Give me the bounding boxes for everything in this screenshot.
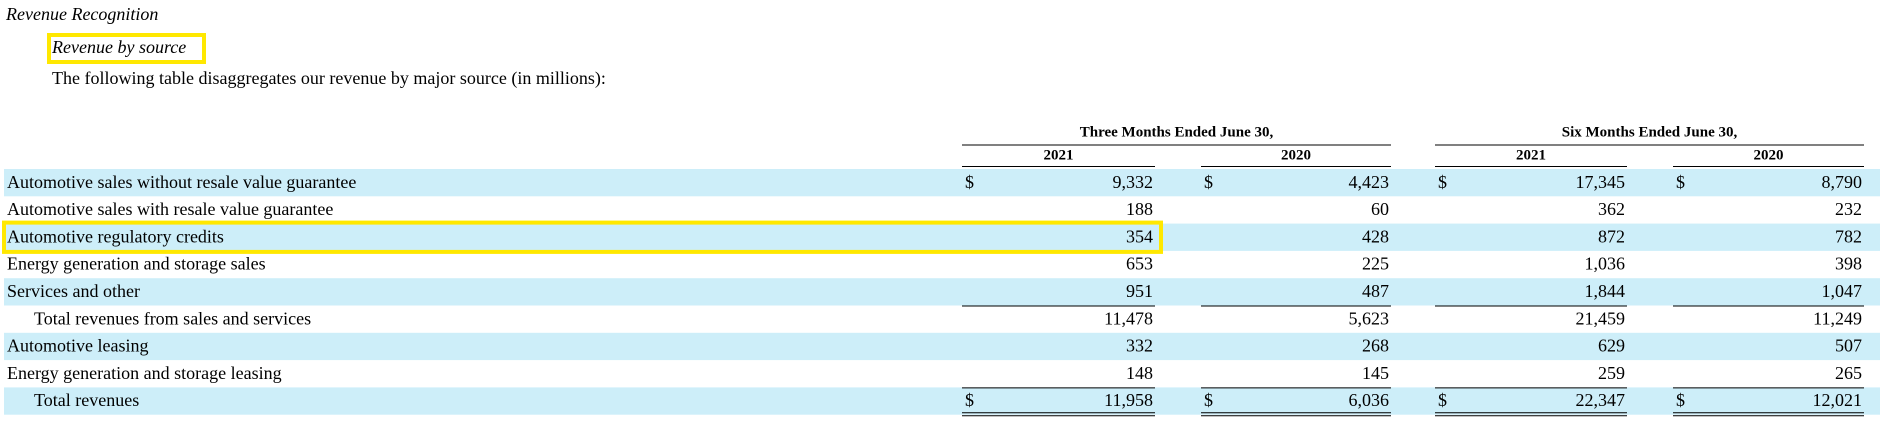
currency-symbol: $ bbox=[1438, 390, 1447, 410]
cell-value: 12,021 bbox=[1813, 390, 1863, 410]
cell-value: 9,332 bbox=[1113, 172, 1154, 192]
cell-value: 11,478 bbox=[1104, 308, 1153, 328]
row-label: Automotive sales with resale value guara… bbox=[7, 199, 333, 219]
description: The following table disaggregates our re… bbox=[52, 68, 606, 89]
cell-value: 6,036 bbox=[1349, 390, 1390, 410]
group-header: Three Months Ended June 30, bbox=[1080, 124, 1274, 140]
cell-value: 1,844 bbox=[1585, 281, 1626, 301]
cell-value: 1,036 bbox=[1585, 254, 1626, 274]
row-label: Energy generation and storage sales bbox=[7, 254, 266, 274]
group-header: Six Months Ended June 30, bbox=[1562, 124, 1738, 140]
cell-value: 225 bbox=[1362, 254, 1389, 274]
cell-value: 4,423 bbox=[1349, 172, 1390, 192]
cell-value: 265 bbox=[1835, 363, 1862, 383]
year-header: 2020 bbox=[1754, 147, 1784, 163]
cell-value: 11,249 bbox=[1813, 308, 1862, 328]
row-background bbox=[4, 387, 1880, 415]
cell-value: 148 bbox=[1126, 363, 1153, 383]
cell-value: 22,347 bbox=[1576, 390, 1626, 410]
currency-symbol: $ bbox=[1676, 390, 1685, 410]
currency-symbol: $ bbox=[1204, 172, 1213, 192]
highlight-box bbox=[47, 33, 206, 64]
cell-value: 354 bbox=[1126, 226, 1153, 246]
cell-value: 487 bbox=[1362, 281, 1389, 301]
row-background bbox=[4, 223, 1880, 251]
row-background bbox=[4, 332, 1880, 361]
year-header: 2021 bbox=[1044, 147, 1074, 163]
cell-value: 8,790 bbox=[1822, 172, 1863, 192]
highlight-box bbox=[2, 220, 1163, 254]
cell-value: 145 bbox=[1362, 363, 1389, 383]
year-header: 2021 bbox=[1516, 147, 1546, 163]
cell-value: 17,345 bbox=[1576, 172, 1626, 192]
cell-value: 1,047 bbox=[1822, 281, 1863, 301]
cell-value: 951 bbox=[1126, 281, 1153, 301]
row-label: Services and other bbox=[7, 281, 140, 301]
cell-value: 60 bbox=[1371, 199, 1389, 219]
row-label: Total revenues from sales and services bbox=[34, 308, 311, 328]
cell-value: 398 bbox=[1835, 254, 1862, 274]
cell-value: 332 bbox=[1126, 336, 1153, 356]
year-header: 2020 bbox=[1281, 147, 1311, 163]
section-title: Revenue Recognition bbox=[5, 4, 158, 24]
cell-value: 428 bbox=[1362, 226, 1389, 246]
cell-value: 268 bbox=[1362, 336, 1389, 356]
cell-value: 259 bbox=[1598, 363, 1625, 383]
cell-value: 507 bbox=[1835, 336, 1862, 356]
cell-value: 232 bbox=[1835, 199, 1862, 219]
currency-symbol: $ bbox=[1438, 172, 1447, 192]
row-background bbox=[4, 169, 1880, 197]
cell-value: 188 bbox=[1126, 199, 1153, 219]
currency-symbol: $ bbox=[1676, 172, 1685, 192]
row-label: Automotive regulatory credits bbox=[7, 226, 224, 246]
cell-value: 11,958 bbox=[1104, 390, 1153, 410]
cell-value: 872 bbox=[1598, 226, 1625, 246]
row-label: Energy generation and storage leasing bbox=[7, 363, 282, 383]
cell-value: 21,459 bbox=[1576, 308, 1626, 328]
row-background bbox=[4, 278, 1880, 306]
row-label: Automotive leasing bbox=[7, 336, 148, 356]
cell-value: 653 bbox=[1126, 254, 1153, 274]
currency-symbol: $ bbox=[965, 390, 974, 410]
subsection-title: Revenue by source bbox=[51, 37, 186, 57]
cell-value: 5,623 bbox=[1349, 308, 1390, 328]
currency-symbol: $ bbox=[965, 172, 974, 192]
cell-value: 629 bbox=[1598, 336, 1625, 356]
cell-value: 362 bbox=[1598, 199, 1625, 219]
currency-symbol: $ bbox=[1204, 390, 1213, 410]
row-label: Automotive sales without resale value gu… bbox=[7, 172, 356, 192]
row-label: Total revenues bbox=[34, 390, 139, 410]
cell-value: 782 bbox=[1835, 226, 1862, 246]
